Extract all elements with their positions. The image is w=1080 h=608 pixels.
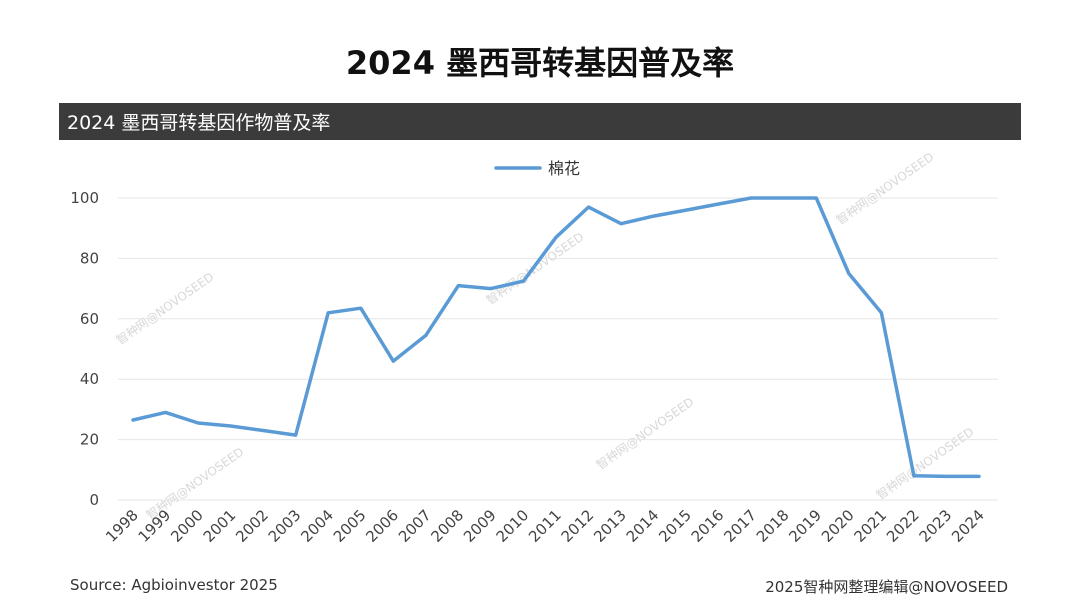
- credit-note: 2025智种网整理编辑@NOVOSEED: [765, 578, 1008, 596]
- data-point: [456, 284, 460, 288]
- y-axis-ticks: 0 20 40 60 80 100: [70, 189, 99, 509]
- data-point: [131, 418, 135, 422]
- data-point: [261, 429, 265, 433]
- x-tick-label: 2008: [427, 506, 467, 546]
- x-tick-label: 2016: [688, 506, 728, 546]
- y-tick-label: 40: [80, 370, 99, 388]
- data-point: [196, 421, 200, 425]
- x-tick-label: 2022: [883, 506, 923, 546]
- x-axis-ticks: 1998199920002001200220032004200520062007…: [102, 506, 988, 546]
- series-line: [131, 196, 981, 479]
- data-point: [229, 424, 233, 428]
- x-tick-label: 2000: [167, 506, 207, 546]
- data-point: [326, 311, 330, 315]
- x-tick-label: 2012: [558, 506, 598, 546]
- y-tick-label: 80: [80, 249, 99, 267]
- y-tick-label: 100: [70, 189, 99, 207]
- data-point: [521, 279, 525, 283]
- x-tick-label: 2015: [655, 506, 695, 546]
- data-point: [912, 474, 916, 478]
- watermark-text: 智种网@NOVOSEED: [113, 269, 216, 348]
- x-tick-label: 2005: [330, 506, 370, 546]
- series-layer: [131, 196, 981, 479]
- data-point: [619, 222, 623, 226]
- data-point: [944, 474, 948, 478]
- data-point: [977, 474, 981, 478]
- x-tick-label: 2019: [785, 506, 825, 546]
- x-tick-label: 2001: [200, 506, 240, 546]
- legend-label: 棉花: [548, 159, 580, 178]
- x-tick-label: 2007: [395, 506, 435, 546]
- legend: 棉花: [494, 159, 580, 178]
- data-point: [879, 311, 883, 315]
- x-tick-label: 2013: [590, 506, 630, 546]
- watermark-layer: 智种网@NOVOSEED 智种网@NOVOSEED 智种网@NOVOSEED 智种网@…: [113, 149, 976, 523]
- data-point: [847, 272, 851, 275]
- data-point: [782, 196, 786, 200]
- x-tick-label: 2020: [818, 506, 858, 546]
- data-point: [391, 359, 395, 363]
- x-tick-label: 2009: [460, 506, 500, 546]
- x-tick-label: 2002: [232, 506, 272, 546]
- x-tick-label: 2010: [493, 506, 533, 546]
- data-point: [717, 202, 721, 206]
- source-note: Source: Agbioinvestor 2025: [70, 576, 278, 594]
- x-tick-label: 1999: [135, 506, 175, 546]
- x-tick-label: 2017: [720, 506, 760, 546]
- y-tick-label: 20: [80, 431, 99, 449]
- x-tick-label: 2006: [362, 506, 402, 546]
- watermark-text: 智种网@NOVOSEED: [593, 394, 696, 473]
- gridlines: [118, 197, 998, 501]
- data-point: [652, 214, 656, 218]
- data-point: [424, 333, 428, 337]
- watermark-text: 智种网@NOVOSEED: [873, 424, 976, 503]
- x-tick-label: 2024: [948, 506, 988, 546]
- x-tick-label: 1998: [102, 506, 142, 546]
- x-tick-label: 2023: [916, 506, 956, 546]
- page-title: 2024 墨西哥转基因普及率: [345, 44, 735, 82]
- data-point: [587, 205, 591, 209]
- x-tick-label: 2018: [753, 506, 793, 546]
- x-tick-label: 2004: [297, 506, 337, 546]
- data-point: [749, 196, 753, 200]
- watermark-text: 智种网@NOVOSEED: [833, 149, 936, 228]
- x-tick-label: 2003: [265, 506, 305, 546]
- data-point: [164, 410, 168, 414]
- chart-title: 2024 墨西哥转基因作物普及率: [67, 112, 331, 134]
- data-point: [489, 287, 493, 291]
- data-point: [294, 433, 298, 437]
- y-tick-label: 60: [80, 310, 99, 328]
- data-point: [684, 208, 688, 212]
- y-tick-label: 0: [89, 491, 99, 509]
- x-tick-label: 2014: [623, 506, 663, 546]
- data-point: [554, 235, 558, 239]
- data-point: [359, 306, 363, 310]
- x-tick-label: 2021: [850, 506, 890, 546]
- chart-title-banner: 2024 墨西哥转基因作物普及率: [59, 103, 1021, 140]
- x-tick-label: 2011: [525, 506, 565, 546]
- data-point: [814, 196, 818, 200]
